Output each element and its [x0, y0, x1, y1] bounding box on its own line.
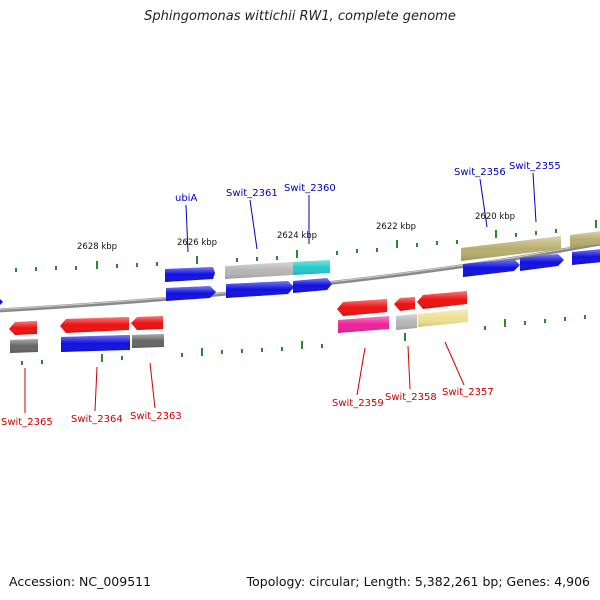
- kbp-label: 2624 kbp: [277, 231, 317, 241]
- reverse-features: [0, 291, 468, 353]
- gene-shine: [338, 316, 389, 333]
- gene-shine: [132, 334, 164, 348]
- gene-shine: [572, 249, 600, 265]
- gene-label[interactable]: Swit_2360: [284, 183, 336, 194]
- scale-ticks-lower: [21, 315, 586, 365]
- gene-label[interactable]: Swit_2358: [385, 392, 437, 403]
- gene-label[interactable]: Swit_2355: [509, 161, 561, 172]
- accession-label: Accession: NC_009511: [9, 574, 152, 589]
- gene-label[interactable]: Swit_2363: [130, 411, 182, 422]
- forward-features: [165, 231, 600, 301]
- map-title: Sphingomonas wittichii RW1, complete gen…: [144, 9, 456, 24]
- gene-shine: [417, 291, 467, 309]
- gene-shine: [166, 286, 216, 301]
- gene-label[interactable]: Swit_2361: [226, 188, 278, 199]
- genome-backbone-highlight: [0, 242, 600, 310]
- gene-shine: [293, 260, 330, 275]
- scale-ticks-upper: [15, 220, 597, 272]
- gene-shine: [61, 335, 130, 352]
- gene-arrow[interactable]: [0, 297, 3, 307]
- gene-shine: [225, 262, 293, 279]
- kbp-label: 2620 kbp: [475, 212, 515, 222]
- gene-shine: [463, 259, 520, 277]
- gene-label[interactable]: Swit_2365: [1, 417, 53, 428]
- leader-lines-reverse: [24, 341, 465, 413]
- kbp-label: 2628 kbp: [77, 242, 117, 252]
- leader-lines-forward: [185, 172, 537, 253]
- gene-shine: [9, 321, 37, 335]
- gene-shine: [394, 297, 415, 311]
- kbp-label: 2626 kbp: [177, 238, 217, 248]
- gene-shine: [10, 339, 38, 353]
- gene-shine: [396, 314, 417, 330]
- gene-shine: [293, 278, 332, 293]
- gene-shine: [60, 317, 129, 333]
- gene-label[interactable]: Swit_2357: [442, 387, 494, 398]
- gene-shine: [131, 316, 163, 330]
- gene-shine: [520, 254, 564, 271]
- gene-shine: [570, 231, 600, 248]
- gene-shine: [418, 309, 468, 327]
- genome-backbone: [0, 241, 600, 313]
- kbp-label: 2622 kbp: [376, 222, 416, 232]
- genome-summary: Topology: circular; Length: 5,382,261 bp…: [246, 574, 590, 589]
- gene-label[interactable]: Swit_2364: [71, 414, 123, 425]
- gene-shine: [337, 299, 387, 316]
- gene-label[interactable]: ubiA: [175, 193, 197, 204]
- gene-shine: [165, 267, 215, 282]
- gene-label[interactable]: Swit_2356: [454, 167, 506, 178]
- gene-label[interactable]: Swit_2359: [332, 398, 384, 409]
- gene-shine: [461, 236, 561, 261]
- gene-shine: [226, 281, 294, 298]
